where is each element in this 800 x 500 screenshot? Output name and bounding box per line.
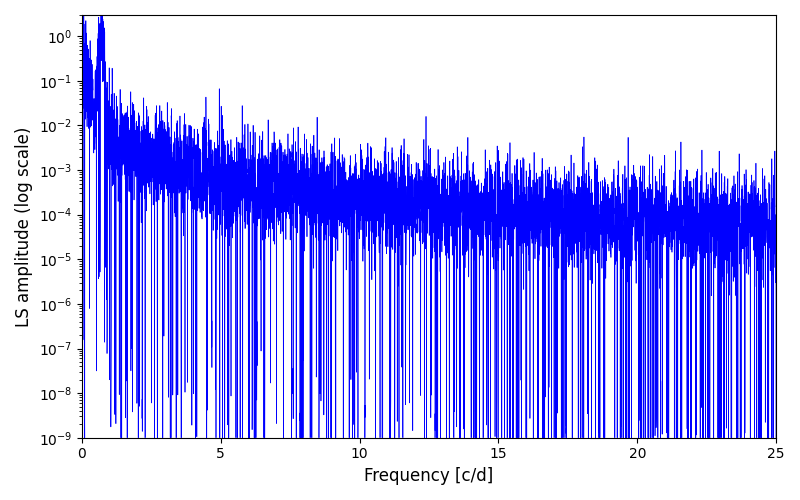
Y-axis label: LS amplitude (log scale): LS amplitude (log scale) xyxy=(15,126,33,326)
X-axis label: Frequency [c/d]: Frequency [c/d] xyxy=(364,467,494,485)
